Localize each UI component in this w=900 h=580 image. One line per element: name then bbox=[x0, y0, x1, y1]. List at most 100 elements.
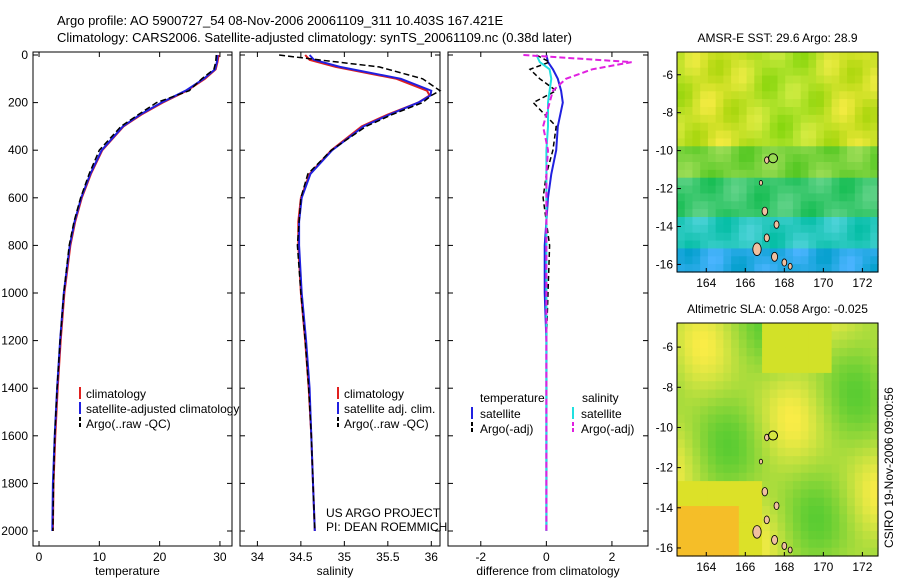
map-cell bbox=[792, 547, 802, 557]
y-tick-label: 1000 bbox=[1, 286, 28, 300]
map-cell bbox=[785, 193, 794, 202]
map-cell bbox=[800, 472, 810, 482]
map-cell bbox=[870, 439, 879, 449]
map-cell bbox=[700, 248, 709, 257]
map-cell bbox=[823, 339, 833, 349]
map-cell bbox=[684, 522, 694, 532]
map-cell bbox=[700, 256, 709, 265]
map-cell bbox=[754, 331, 763, 341]
map-cell bbox=[707, 481, 717, 491]
map-cell bbox=[731, 193, 740, 202]
island-shape bbox=[758, 458, 763, 465]
map-cell bbox=[839, 67, 848, 77]
map-cell bbox=[808, 331, 817, 341]
x-tick-label: 20 bbox=[153, 550, 167, 564]
map-cell bbox=[738, 381, 748, 391]
map-cell bbox=[792, 240, 802, 250]
map-cell bbox=[684, 217, 694, 226]
map-cell bbox=[839, 248, 848, 257]
map-cell bbox=[692, 514, 701, 524]
map-cell bbox=[847, 522, 856, 532]
map-cell bbox=[769, 464, 779, 474]
map-cell bbox=[677, 52, 686, 61]
map-cell bbox=[731, 240, 740, 250]
map-cell bbox=[854, 547, 864, 557]
map-cell bbox=[692, 381, 701, 391]
map-cell bbox=[715, 456, 724, 466]
map-cell bbox=[839, 169, 848, 179]
map-cell bbox=[800, 447, 810, 457]
map-cell bbox=[723, 146, 732, 155]
map-cell bbox=[715, 99, 724, 108]
map-cell bbox=[692, 91, 701, 100]
map-cell bbox=[792, 472, 802, 482]
map-cell bbox=[870, 162, 879, 171]
map-cell bbox=[792, 75, 802, 85]
map-cell bbox=[754, 397, 763, 407]
map-cell bbox=[723, 177, 732, 187]
map-cell bbox=[847, 422, 856, 432]
map-cell bbox=[792, 99, 802, 108]
map-cell bbox=[692, 114, 701, 124]
map-cell bbox=[816, 547, 825, 557]
map-cell bbox=[839, 406, 848, 416]
map-cell bbox=[862, 339, 871, 349]
map-cell bbox=[816, 193, 825, 202]
map-cell bbox=[715, 514, 724, 524]
y-tick-label: 1200 bbox=[1, 334, 28, 348]
map-cell bbox=[700, 232, 709, 242]
map-cell bbox=[707, 364, 717, 374]
island-shape bbox=[752, 525, 762, 539]
map-cell bbox=[684, 169, 694, 179]
map-cell bbox=[746, 99, 755, 108]
map-cell bbox=[677, 497, 686, 507]
map-cell bbox=[723, 514, 732, 524]
map-cell bbox=[677, 397, 686, 407]
map-cell bbox=[831, 193, 840, 202]
map-cell bbox=[839, 323, 848, 332]
map-cell bbox=[800, 162, 810, 171]
map-cell bbox=[754, 217, 763, 226]
map-cell bbox=[746, 522, 755, 532]
map-cell bbox=[715, 67, 724, 77]
map-cell bbox=[700, 177, 709, 187]
map-cell bbox=[854, 83, 864, 92]
map-cell bbox=[777, 185, 786, 195]
map-cell bbox=[684, 67, 694, 77]
map-cell bbox=[823, 193, 833, 202]
map-cell bbox=[862, 531, 871, 540]
map-cell bbox=[723, 547, 732, 557]
map-cell bbox=[700, 75, 709, 85]
map-cell bbox=[723, 107, 732, 116]
map-cell bbox=[777, 372, 786, 382]
map-cell bbox=[808, 547, 817, 557]
map-cell bbox=[707, 522, 717, 532]
map-cell bbox=[769, 162, 779, 171]
map-cell bbox=[816, 372, 825, 382]
map-cell bbox=[870, 177, 879, 187]
map-cell bbox=[754, 506, 763, 515]
map-cell bbox=[777, 422, 786, 432]
map-cell bbox=[785, 162, 794, 171]
map-cell bbox=[785, 431, 794, 441]
map-cell bbox=[816, 224, 825, 234]
legend-label: Argo(-adj) bbox=[480, 422, 533, 436]
map-cell bbox=[738, 531, 748, 540]
map-cell bbox=[831, 177, 840, 187]
map-cell bbox=[870, 447, 879, 457]
map-cell bbox=[839, 146, 848, 155]
map-cell bbox=[870, 52, 879, 61]
map-cell bbox=[777, 107, 786, 116]
map-cell bbox=[746, 381, 755, 391]
map-cell bbox=[746, 347, 755, 357]
map-cell bbox=[754, 389, 763, 399]
map-cell bbox=[715, 169, 724, 179]
map-cell bbox=[847, 414, 856, 424]
map-cell bbox=[839, 75, 848, 85]
map-cell bbox=[762, 177, 771, 187]
map-cell bbox=[692, 531, 701, 540]
map-cell bbox=[847, 339, 856, 349]
map-cell bbox=[738, 506, 748, 515]
map-cell bbox=[738, 522, 748, 532]
map-cell bbox=[677, 83, 686, 92]
